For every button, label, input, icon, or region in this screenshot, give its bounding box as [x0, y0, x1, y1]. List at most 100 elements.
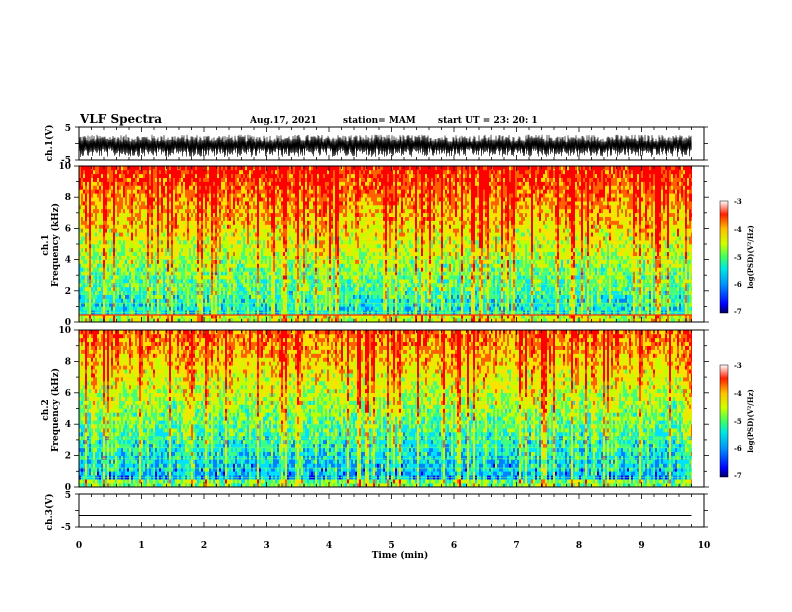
spectrogram-cell	[83, 197, 85, 202]
spectrogram-cell	[239, 263, 241, 268]
spectrogram-cell	[303, 208, 305, 214]
spectrogram-cell	[123, 181, 125, 186]
spectrogram-cell	[93, 318, 95, 323]
spectrogram-cell	[283, 173, 285, 178]
spectrogram-cell	[203, 298, 205, 303]
spectrogram-cell	[195, 314, 197, 319]
spectrogram-cell	[135, 283, 137, 288]
spectrogram-cell	[189, 220, 191, 225]
spectrogram-cell	[315, 224, 317, 229]
spectrogram-cell	[135, 208, 137, 214]
spectrogram-cell	[133, 236, 135, 241]
spectrogram-cell	[243, 271, 245, 276]
spectrogram-cell	[165, 263, 167, 268]
spectrogram-cell	[185, 177, 187, 182]
spectrogram-cell	[125, 224, 127, 229]
spectrogram-cell	[315, 166, 317, 171]
spectrogram-cell	[203, 244, 205, 249]
spectrogram-cell	[151, 197, 153, 202]
spectrogram-cell	[161, 279, 163, 284]
spectrogram-cell	[295, 232, 297, 237]
spectrogram-cell	[213, 314, 215, 319]
spectrogram-cell	[183, 306, 185, 311]
spectrogram-cell	[271, 244, 273, 249]
spectrogram-cell	[289, 279, 291, 284]
spectrogram-cell	[249, 212, 251, 217]
spectrogram-cell	[243, 236, 245, 241]
spectrogram-cell	[135, 193, 137, 198]
spectrogram-cell	[249, 228, 251, 233]
spectrogram-cell	[103, 294, 105, 299]
spectrogram-cell	[187, 267, 189, 272]
spectrogram-cell	[309, 314, 311, 319]
spectrogram-cell	[251, 173, 253, 178]
spectrogram-cell	[117, 189, 119, 194]
spectrogram-cell	[313, 279, 315, 284]
spectrogram-cell	[125, 236, 127, 241]
spectrogram-cell	[281, 283, 283, 288]
spectrogram-cell	[269, 318, 271, 323]
spectrogram-cell	[137, 255, 139, 260]
spectrogram-cell	[297, 193, 299, 198]
spectrogram-cell	[297, 263, 299, 268]
spectrogram-cell	[211, 279, 213, 284]
spectrogram-cell	[163, 205, 165, 210]
spectrogram-cell	[175, 212, 177, 217]
spectrogram-cell	[311, 275, 313, 280]
spectrogram-cell	[193, 193, 195, 198]
spectrogram-cell	[135, 177, 137, 182]
spectrogram-cell	[125, 251, 127, 256]
spectrogram-cell	[297, 251, 299, 256]
spectrogram-cell	[209, 283, 211, 288]
spectrogram-cell	[309, 255, 311, 260]
spectrogram-cell	[155, 177, 157, 182]
spectrogram-cell	[285, 290, 287, 295]
spectrogram-cell	[215, 318, 217, 323]
spectrogram-cell	[299, 236, 301, 241]
spectrogram-cell	[279, 263, 281, 268]
spectrogram-cell	[195, 232, 197, 237]
spectrogram-cell	[93, 247, 95, 253]
spectrogram-cell	[215, 290, 217, 295]
spectrogram-cell	[217, 177, 219, 182]
spectrogram-cell	[315, 290, 317, 295]
spectrogram-cell	[295, 244, 297, 249]
spectrogram-cell	[145, 290, 147, 295]
spectrogram-cell	[251, 244, 253, 249]
spectrogram-cell	[181, 193, 183, 198]
spectrogram-cell	[319, 275, 321, 280]
spectrogram-cell	[281, 181, 283, 186]
spectrogram-cell	[277, 205, 279, 210]
spectrogram-cell	[315, 306, 317, 311]
spectrogram-cell	[155, 290, 157, 295]
spectrogram-cell	[103, 181, 105, 186]
spectrogram-cell	[167, 185, 169, 190]
spectrogram-cell	[217, 314, 219, 319]
spectrogram-cell	[141, 306, 143, 311]
spectrogram-cell	[309, 208, 311, 214]
spectrogram-cell	[121, 263, 123, 268]
spectrogram-cell	[295, 298, 297, 303]
spectrogram-cell	[259, 201, 261, 206]
spectrogram-cell	[131, 244, 133, 249]
spectrogram-cell	[89, 216, 91, 221]
spectrogram-cell	[159, 255, 161, 260]
spectrogram-cell	[135, 216, 137, 221]
spectrogram-cell	[265, 205, 267, 210]
spectrogram-cell	[147, 177, 149, 182]
spectrogram-cell	[127, 185, 129, 190]
spectrogram-cell	[199, 220, 201, 225]
spectrogram-cell	[265, 255, 267, 260]
spectrogram-cell	[317, 205, 319, 210]
spectrogram-cell	[185, 255, 187, 260]
spectrogram-cell	[153, 259, 155, 264]
spectrogram-cell	[219, 267, 221, 272]
spectrogram-cell	[311, 302, 313, 307]
spectrogram-cell	[291, 181, 293, 186]
spectrogram-cell	[311, 197, 313, 202]
spectrogram-cell	[173, 220, 175, 225]
spectrogram-cell	[263, 275, 265, 280]
spectrogram-cell	[161, 271, 163, 276]
spectrogram-cell	[213, 240, 215, 245]
spectrogram-cell	[123, 275, 125, 280]
